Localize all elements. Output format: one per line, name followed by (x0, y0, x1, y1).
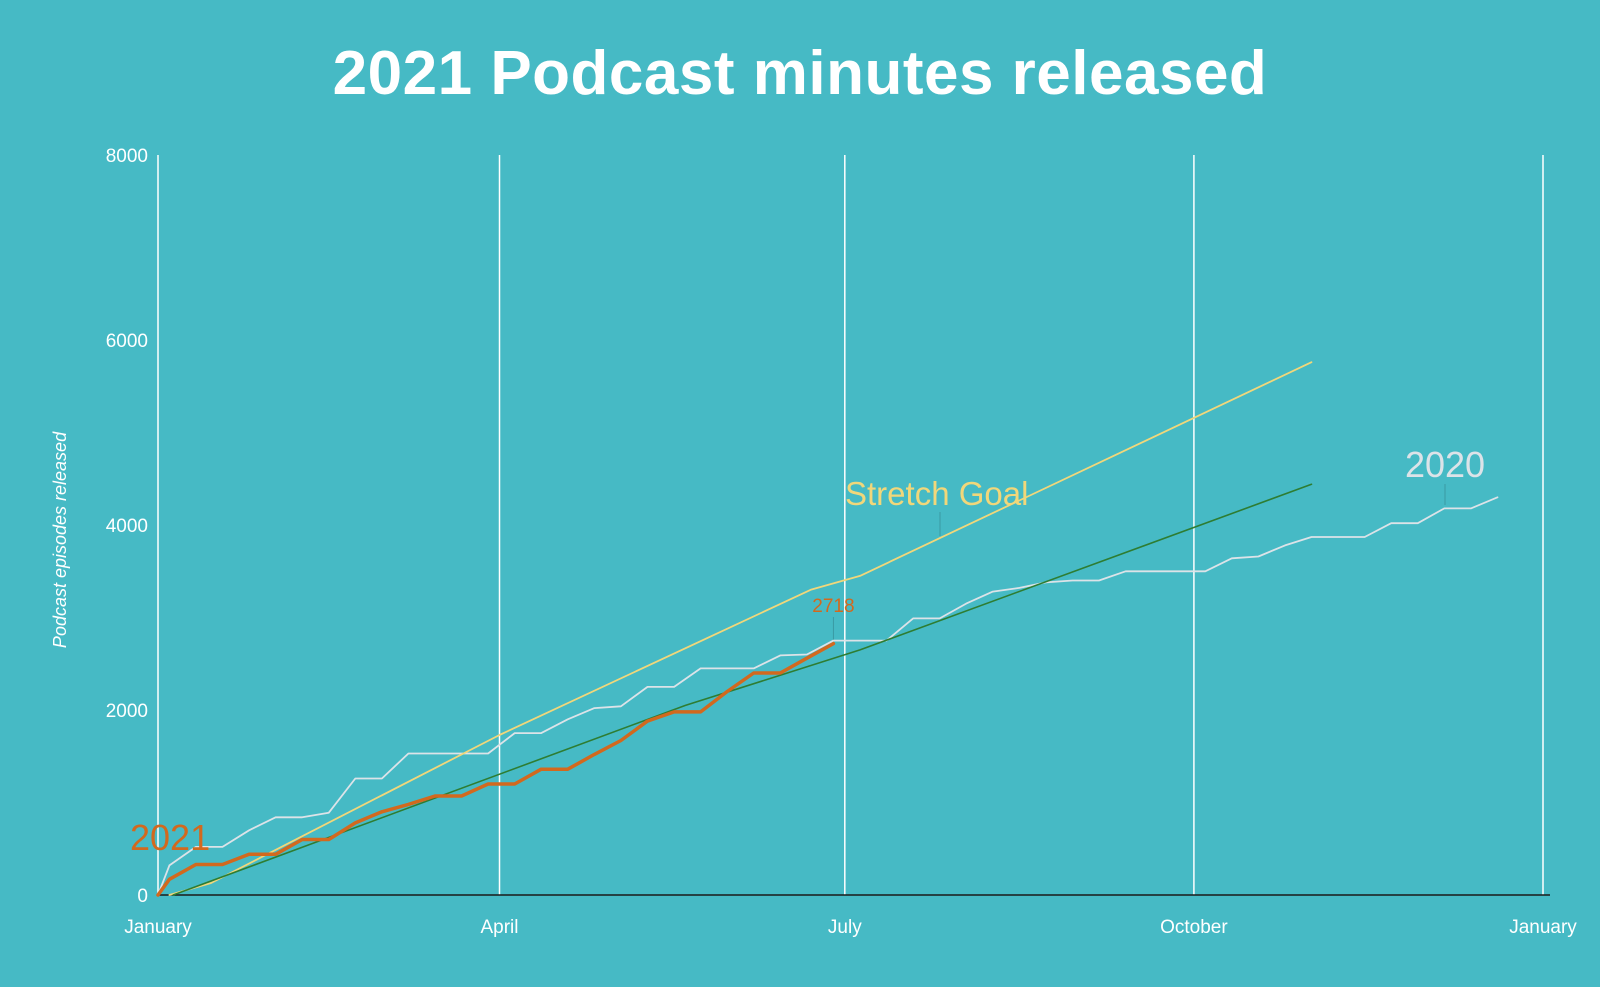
y-tick-label: 4000 (106, 516, 148, 537)
series-label-2021: 2021 (130, 817, 210, 858)
y-axis-label: Podcast episodes released (50, 431, 70, 648)
y-tick-label: 6000 (106, 331, 148, 352)
series-label-stretch-goal: Stretch Goal (845, 475, 1028, 512)
y-tick-label: 0 (137, 886, 148, 907)
x-tick-label: January (124, 917, 192, 938)
series-line-2021 (156, 641, 836, 897)
y-tick-label: 2000 (106, 701, 148, 722)
x-tick-label: April (480, 917, 518, 938)
series-label-2020: 2020 (1405, 444, 1485, 485)
x-tick-label: October (1160, 917, 1228, 938)
x-tick-label: January (1509, 917, 1577, 938)
series-line-2020 (157, 496, 1499, 896)
chart-title: 2021 Podcast minutes released (332, 39, 1268, 108)
x-tick-label: July (828, 917, 862, 938)
series-line-stretch-goal (168, 361, 1313, 896)
data-label-2021-end: 2718 (812, 596, 854, 617)
series-line-goal (172, 483, 1313, 896)
y-tick-label: 8000 (106, 146, 148, 167)
